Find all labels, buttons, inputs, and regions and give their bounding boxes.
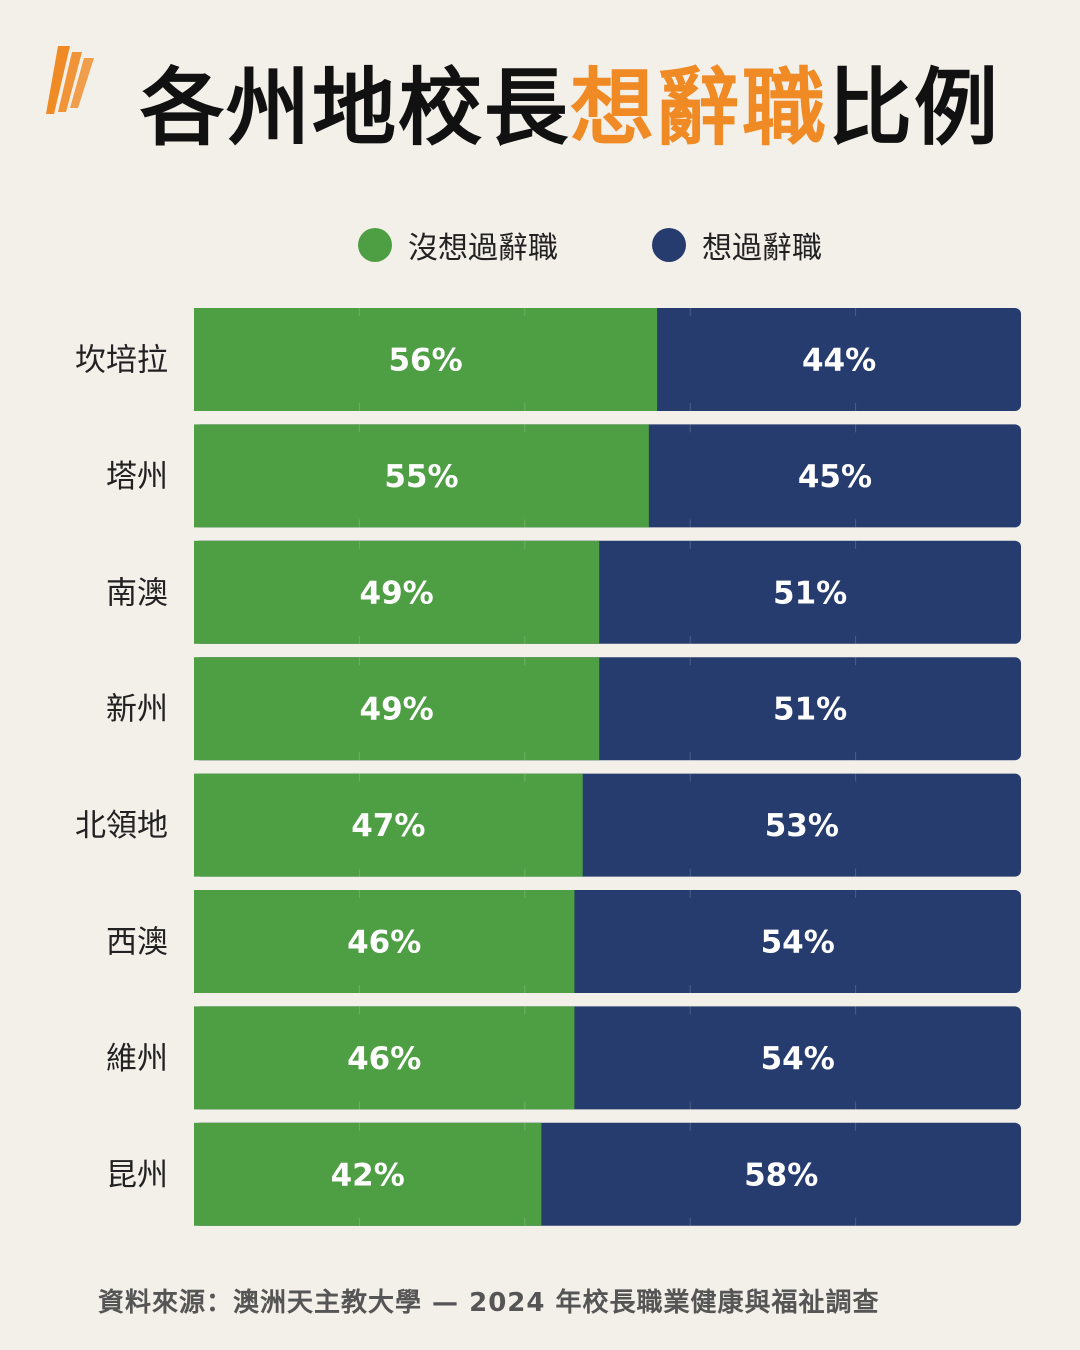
- data-label-yes: 53%: [765, 808, 839, 844]
- data-label-yes: 54%: [761, 925, 835, 961]
- category-label: 維州: [106, 1041, 168, 1077]
- legend-dot-no: [358, 228, 392, 262]
- data-label-yes: 54%: [761, 1041, 835, 1077]
- data-label-yes: 45%: [798, 459, 872, 495]
- data-label-no: 55%: [384, 459, 458, 495]
- title-suffix: 比例: [828, 59, 1001, 157]
- data-label-yes: 44%: [802, 343, 876, 379]
- legend-item-no: 沒想過辭職: [358, 222, 558, 268]
- legend-label-yes: 想過辭職: [702, 231, 822, 266]
- data-label-no: 49%: [360, 575, 434, 611]
- category-label: 塔州: [106, 459, 168, 495]
- category-label: 西澳: [106, 925, 168, 961]
- title-main: 各州地校長: [139, 59, 570, 157]
- bar-segment-no: [194, 1122, 542, 1226]
- bar-segment-no: [194, 308, 658, 411]
- data-label-yes: 51%: [773, 575, 847, 611]
- bar-segment-no: [194, 890, 575, 993]
- bar-segment-no: [194, 657, 600, 761]
- data-label-no: 47%: [351, 808, 425, 844]
- page-title: 各州地校長想辭職比例: [0, 58, 1080, 158]
- bar-segment-no: [194, 424, 649, 528]
- data-label-no: 46%: [347, 925, 421, 961]
- chart-legend: 沒想過辭職 想過辭職: [0, 222, 1080, 268]
- title-highlight: 想辭職: [569, 59, 828, 157]
- category-label: 昆州: [106, 1157, 168, 1193]
- bar-segment-no: [194, 540, 600, 644]
- category-label: 坎培拉: [75, 343, 168, 379]
- data-label-yes: 58%: [744, 1157, 818, 1193]
- legend-item-yes: 想過辭職: [652, 222, 822, 268]
- data-label-no: 42%: [331, 1157, 405, 1193]
- category-label: 北領地: [75, 808, 168, 844]
- data-label-yes: 51%: [773, 692, 847, 728]
- category-label: 南澳: [106, 575, 168, 611]
- data-label-no: 49%: [360, 692, 434, 728]
- legend-label-no: 沒想過辭職: [408, 231, 558, 266]
- source-note: 資料來源：澳洲天主教大學 — 2024 年校長職業健康與福祉調查: [98, 1288, 880, 1318]
- data-label-no: 56%: [388, 343, 462, 379]
- sbs-logo-icon: [46, 46, 94, 114]
- bar-segment-no: [194, 773, 583, 877]
- bar-segment-no: [194, 1006, 575, 1110]
- data-label-no: 46%: [347, 1041, 421, 1077]
- category-label: 新州: [106, 692, 168, 728]
- legend-dot-yes: [652, 228, 686, 262]
